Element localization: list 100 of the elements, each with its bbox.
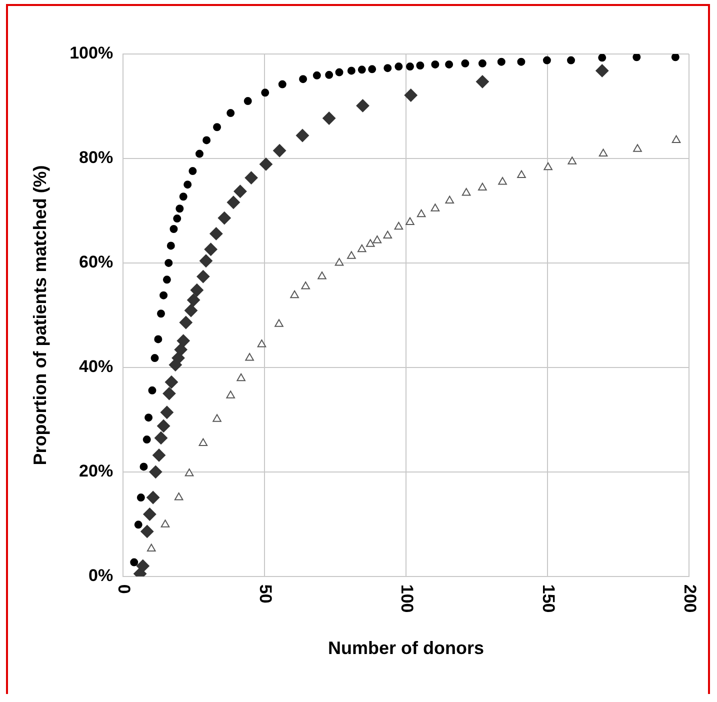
point (204, 242, 218, 256)
point (368, 65, 376, 74)
point (301, 281, 310, 290)
point (462, 188, 471, 196)
point (672, 135, 681, 143)
point (497, 58, 506, 66)
point (184, 180, 192, 189)
x-tick-label: 150 (538, 584, 558, 613)
point (226, 390, 235, 398)
point (164, 376, 178, 389)
point (136, 559, 150, 572)
point (517, 170, 526, 178)
point (154, 335, 162, 344)
point (146, 544, 156, 552)
point (212, 414, 222, 422)
point (347, 251, 356, 259)
point (179, 192, 188, 201)
point (149, 465, 162, 478)
point (261, 88, 270, 97)
point (406, 62, 414, 71)
point (416, 61, 424, 70)
point (170, 225, 178, 234)
point (184, 468, 194, 476)
point (384, 64, 392, 72)
y-tick-label: 100% (70, 44, 114, 63)
point (347, 66, 356, 75)
point (322, 112, 336, 125)
point (598, 148, 608, 157)
point (445, 196, 454, 204)
y-tick-label: 40% (79, 357, 114, 376)
point (567, 56, 576, 64)
point (335, 68, 344, 76)
point (478, 182, 487, 190)
point (394, 222, 404, 230)
x-tick-label: 0 (114, 584, 134, 594)
point (312, 71, 321, 80)
point (179, 316, 192, 330)
point (142, 436, 151, 444)
point (234, 184, 247, 198)
point (416, 209, 426, 218)
point (318, 272, 326, 280)
point (210, 227, 223, 240)
point (152, 448, 166, 462)
point (184, 304, 198, 317)
point (144, 414, 153, 422)
point (383, 230, 392, 239)
point (174, 492, 184, 500)
y-tick-label: 80% (79, 148, 114, 168)
point (143, 508, 156, 521)
point (598, 54, 606, 62)
point (198, 438, 208, 446)
point (431, 60, 440, 68)
x-axis-title: Number of donors (328, 638, 484, 658)
point (140, 462, 148, 471)
point (542, 56, 551, 64)
point (162, 276, 171, 284)
point (136, 494, 145, 502)
point (257, 339, 266, 348)
point (160, 291, 168, 300)
point (273, 144, 286, 158)
point (174, 343, 188, 356)
point (366, 239, 375, 247)
point (274, 319, 284, 327)
point (445, 60, 454, 68)
point (199, 254, 212, 268)
point (430, 204, 440, 212)
point (461, 59, 470, 68)
point (162, 387, 176, 400)
y-tick-label: 20% (79, 462, 114, 481)
point (372, 235, 382, 244)
point (568, 156, 577, 164)
point (176, 204, 184, 213)
point (244, 97, 252, 106)
point (134, 520, 142, 529)
point (154, 431, 168, 444)
point (244, 171, 258, 184)
point (404, 88, 418, 102)
point (278, 80, 286, 88)
point (358, 244, 366, 252)
point (156, 310, 165, 318)
point (236, 373, 246, 382)
point (296, 128, 309, 142)
point (544, 162, 552, 170)
x-tick-label: 50 (256, 584, 275, 604)
point (166, 242, 175, 250)
point (160, 406, 174, 419)
point (148, 386, 156, 394)
point (146, 491, 160, 504)
point (173, 214, 182, 223)
point (195, 150, 204, 158)
point (160, 520, 170, 528)
point (150, 354, 159, 362)
point (290, 290, 299, 298)
point (406, 217, 414, 225)
point (245, 353, 254, 361)
point (187, 294, 200, 307)
point (478, 59, 486, 68)
point (226, 196, 240, 209)
point (394, 62, 403, 71)
point (633, 144, 642, 152)
